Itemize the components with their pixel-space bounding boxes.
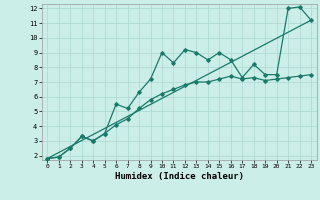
X-axis label: Humidex (Indice chaleur): Humidex (Indice chaleur) — [115, 172, 244, 181]
